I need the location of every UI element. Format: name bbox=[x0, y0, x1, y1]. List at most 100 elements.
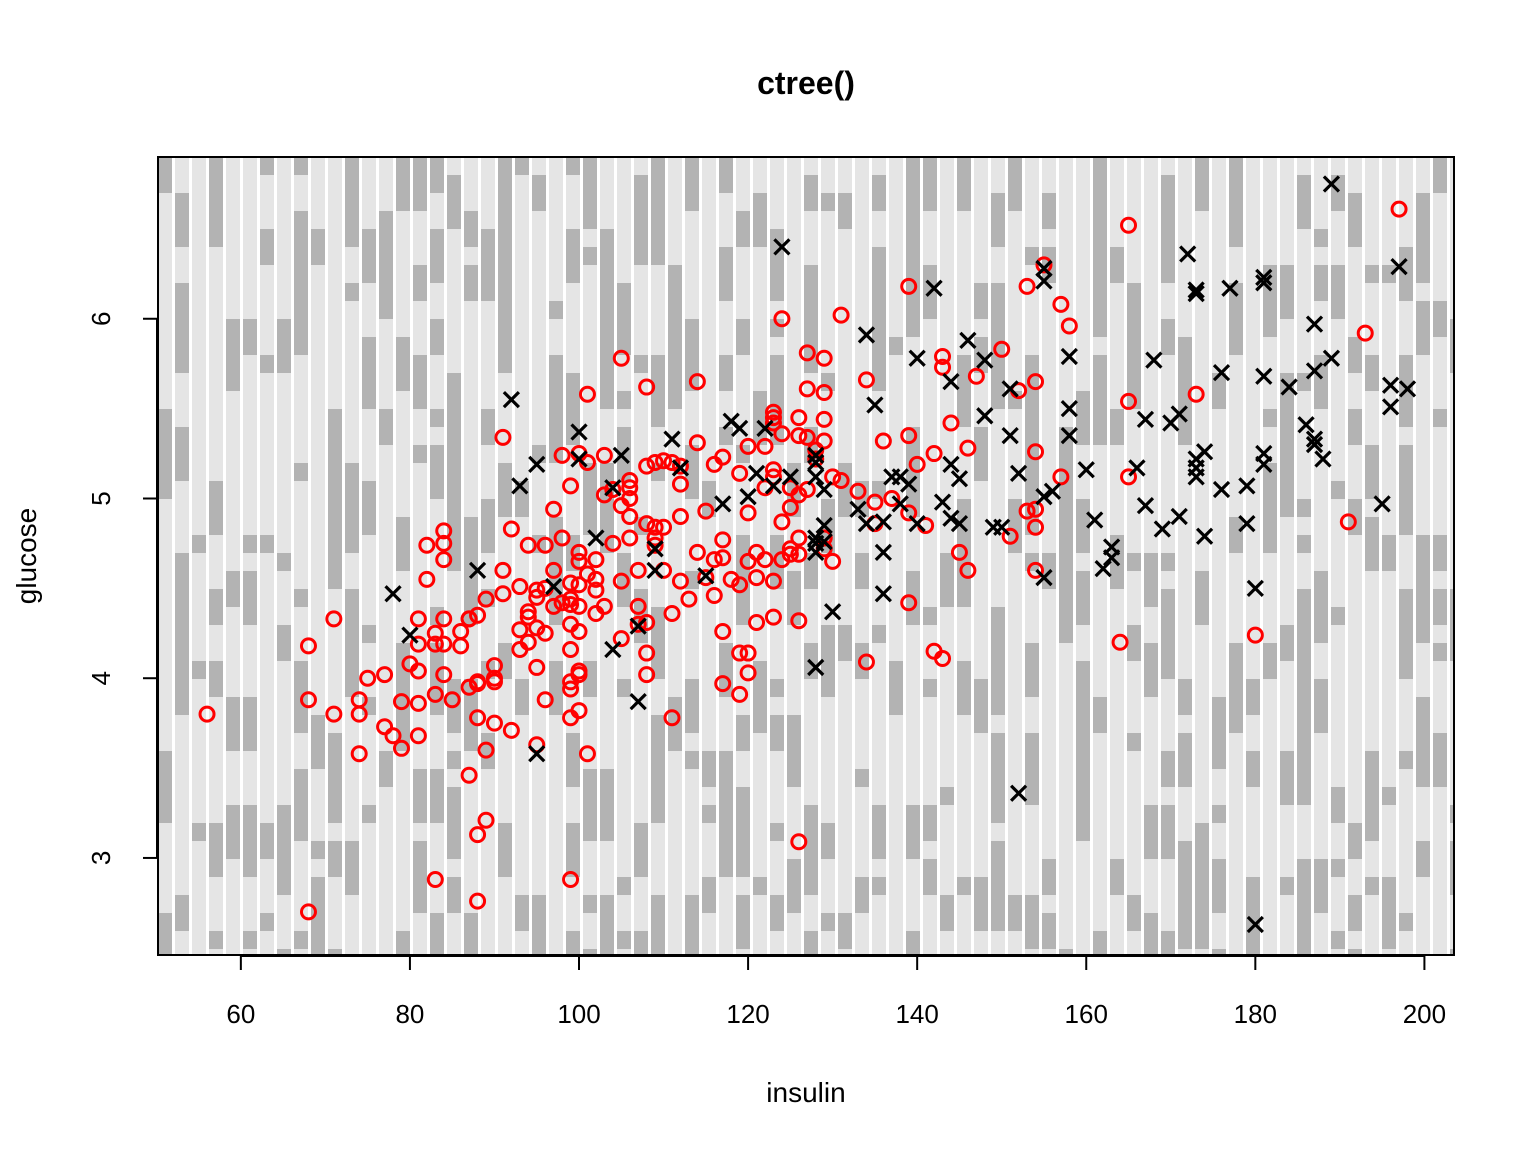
data-point-circle bbox=[629, 597, 647, 615]
region-tile bbox=[974, 769, 988, 787]
data-point-cross bbox=[731, 419, 749, 438]
region-tile bbox=[1399, 589, 1413, 643]
region-tile bbox=[600, 715, 614, 733]
region-tile bbox=[362, 715, 376, 769]
data-point-circle bbox=[638, 644, 656, 662]
region-tile bbox=[362, 913, 376, 931]
region-tile bbox=[1076, 895, 1090, 931]
data-point-cross bbox=[950, 470, 969, 488]
data-point-cross bbox=[1305, 315, 1324, 333]
region-tile bbox=[1093, 571, 1107, 625]
region-tile bbox=[753, 895, 767, 949]
region-tile bbox=[498, 877, 512, 913]
data-point-circle bbox=[1060, 317, 1078, 335]
region-tile bbox=[940, 733, 954, 787]
region-tile bbox=[158, 463, 172, 499]
region-tile bbox=[923, 445, 937, 499]
region-tile bbox=[1110, 895, 1124, 913]
region-tile bbox=[430, 247, 444, 283]
region-tile bbox=[1042, 607, 1056, 643]
region-tile bbox=[209, 625, 223, 661]
region-tile bbox=[804, 157, 818, 175]
data-point-circle bbox=[570, 702, 588, 720]
region-tile bbox=[634, 175, 648, 211]
data-point-circle bbox=[1027, 373, 1045, 391]
region-tile bbox=[957, 607, 971, 661]
region-tile bbox=[923, 427, 937, 445]
region-tile bbox=[1450, 715, 1454, 769]
region-tile bbox=[736, 877, 750, 895]
region-tile bbox=[1433, 517, 1447, 535]
region-tile bbox=[209, 355, 223, 373]
data-point-cross bbox=[1153, 520, 1171, 538]
region-tile bbox=[872, 895, 886, 913]
region-tile bbox=[1144, 913, 1158, 955]
region-tile bbox=[1297, 859, 1311, 877]
region-tile bbox=[651, 841, 665, 895]
region-tile bbox=[1416, 877, 1430, 913]
region-tile bbox=[804, 589, 818, 643]
region-tile bbox=[209, 805, 223, 823]
region-tile bbox=[1382, 427, 1396, 481]
region-tile bbox=[804, 859, 818, 895]
region-tile bbox=[991, 445, 1005, 463]
region-tile bbox=[260, 157, 274, 175]
data-point-cross bbox=[1221, 279, 1239, 297]
data-point-cross bbox=[1280, 378, 1298, 396]
region-tile bbox=[481, 445, 495, 463]
region-tile bbox=[481, 499, 495, 553]
data-point-circle bbox=[502, 721, 520, 739]
region-tile bbox=[1450, 895, 1454, 949]
region-tile bbox=[1127, 571, 1141, 625]
region-tile bbox=[158, 643, 172, 661]
region-tile bbox=[838, 643, 852, 661]
region-tile bbox=[430, 445, 444, 499]
data-point-circle bbox=[807, 450, 825, 468]
region-tile bbox=[345, 553, 359, 589]
region-tile bbox=[821, 193, 835, 211]
data-point-circle bbox=[866, 493, 884, 511]
region-tile bbox=[311, 301, 325, 355]
data-point-circle bbox=[1052, 295, 1070, 313]
region-tile bbox=[311, 517, 325, 571]
region-tile bbox=[1416, 751, 1430, 787]
region-tile bbox=[1229, 589, 1243, 625]
region-tile bbox=[583, 895, 597, 913]
region-tile bbox=[158, 229, 172, 283]
region-tile bbox=[685, 751, 699, 769]
region-tile bbox=[1399, 427, 1413, 445]
data-point-circle bbox=[1027, 500, 1045, 518]
region-tile bbox=[1382, 589, 1396, 643]
region-tile bbox=[634, 337, 648, 355]
region-tile bbox=[872, 625, 886, 643]
data-point-cross bbox=[1136, 497, 1155, 515]
data-point-cross bbox=[604, 640, 622, 659]
region-tile bbox=[1348, 175, 1362, 193]
region-tile bbox=[379, 409, 393, 445]
region-tile bbox=[974, 427, 988, 481]
region-tile bbox=[974, 805, 988, 841]
region-tile bbox=[855, 229, 869, 283]
region-tile bbox=[583, 409, 597, 463]
x-tick-label: 140 bbox=[895, 999, 938, 1029]
region-tile bbox=[1433, 571, 1447, 589]
region-tile bbox=[872, 805, 886, 859]
region-tile bbox=[1042, 661, 1056, 697]
data-point-cross bbox=[942, 455, 960, 473]
region-tile bbox=[1382, 283, 1396, 319]
data-point-cross bbox=[1128, 459, 1146, 477]
data-point-cross bbox=[1381, 398, 1400, 416]
data-point-circle bbox=[967, 367, 985, 385]
region-tile bbox=[532, 283, 546, 301]
region-tile bbox=[617, 805, 631, 841]
region-tile bbox=[1263, 787, 1277, 823]
region-tile bbox=[702, 211, 716, 247]
data-point-circle bbox=[325, 705, 343, 723]
region-tile bbox=[821, 283, 835, 337]
region-tile bbox=[1416, 643, 1430, 697]
region-tile bbox=[821, 733, 835, 769]
region-tile bbox=[1042, 697, 1056, 715]
region-tile bbox=[243, 949, 257, 955]
region-tile bbox=[209, 949, 223, 955]
